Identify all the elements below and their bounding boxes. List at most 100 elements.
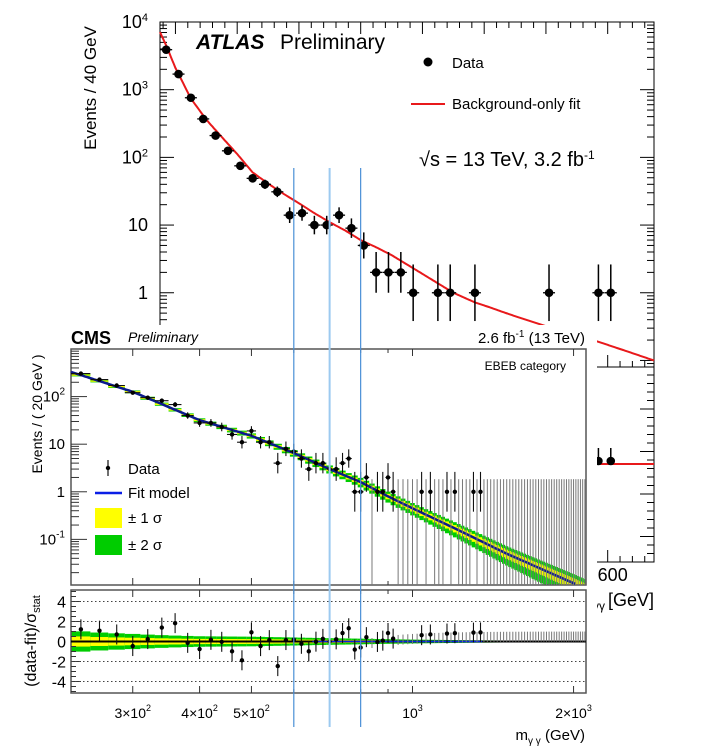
cms-data-marker [283,446,289,452]
cms-status-label: Preliminary [128,329,199,345]
cms-ratio-y-axis-title: (data-fit)/σstat [23,595,43,687]
cms-x-tick-label-sup: 3 [587,703,592,713]
cms-data-point [108,383,125,645]
atlas-data-point [209,131,222,140]
cms-data-point [205,419,217,650]
cms-ratio-marker [185,640,190,646]
cms-ratio-y-tick-label: -2 [52,655,66,672]
atlas-data-point [246,174,259,183]
cms-data-point [471,471,476,643]
cms-ratio-marker [172,620,178,626]
atlas-x-tick-label: 1600 [588,565,628,585]
atlas-y-axis-title: Events / 40 GeV [81,25,100,149]
atlas-energy-lumi-label: √s = 13 TeV, 3.2 fb-1 [419,148,595,171]
cms-y-axis-title: Events / ( 20 GeV ) [29,354,45,473]
cms-lumi-label: 2.6 fb-1 (13 TeV) [478,329,585,347]
cms-data-marker [352,489,357,494]
cms-y-tick-label: 10 [48,436,65,453]
cms-y-tick-label-base: 10 [39,531,56,548]
atlas-data-marker [408,288,418,298]
cms-ratio-marker [428,632,433,637]
cms-data-point [124,390,141,657]
cms-legend-band1-swatch [95,508,122,528]
cms-ratio-marker [114,632,119,637]
cms-x-tick-label-base: 4×10 [181,705,213,721]
cms-ratio-marker [145,636,150,642]
atlas-data-point [271,186,284,198]
atlas-y-tick-label-sup: 3 [142,80,148,92]
cms-x-tick-label-base: 2×10 [555,705,587,721]
atlas-data-point [394,252,407,293]
cms-data-marker [159,398,165,403]
atlas-data-point [592,264,605,322]
atlas-data-marker [371,268,381,277]
cms-x-tick-label-sup: 2 [213,703,218,713]
cms-legend-fit-label: Fit model [128,485,190,502]
atlas-experiment-label: ATLAS [195,31,264,54]
cms-ratio-marker [239,658,245,663]
atlas-data-point [468,264,481,322]
cms-ratio-marker [299,641,304,646]
cms-data-point [478,471,483,643]
atlas-data-marker [248,174,257,183]
atlas-y-tick-label-base: 10 [122,80,142,100]
atlas-data-marker [310,220,319,230]
atlas-status-label: Preliminary [280,31,386,54]
cms-data-marker [364,475,369,480]
cms-main-frame [70,348,587,586]
cms-data-marker [229,432,235,437]
cms-data-marker [346,456,351,461]
cms-ratio-marker [159,625,165,630]
atlas-y-tick-label: 102 [122,147,148,167]
cms-data-marker [249,428,254,434]
cms-data-marker [185,413,190,418]
atlas-data-point [221,146,234,156]
cms-lumi-value: 2.6 fb [478,330,516,347]
cms-panel-background [0,325,597,746]
cms-data-marker [419,489,424,494]
cms-legend-band2-swatch [95,535,122,555]
cms-y-tick-label-sup: -1 [56,529,65,540]
cms-data-marker [267,440,272,445]
cms-data-point [140,395,155,650]
atlas-data-point [308,215,321,235]
cms-ratio-marker [208,637,214,643]
atlas-data-marker [186,93,196,103]
cms-y-tick-label-sup: 2 [59,387,65,398]
cms-x-tick-label-sup: 2 [265,703,270,713]
cms-data-marker [145,395,150,400]
cms-data-point [345,449,352,639]
cms-data-marker [208,420,214,426]
cms-data-marker [444,489,450,494]
cms-data-point [332,457,340,650]
atlas-y-tick-label: 104 [122,12,148,32]
atlas-data-marker [235,161,245,171]
atlas-data-marker [396,268,406,277]
atlas-data-marker [384,268,393,277]
cms-ratio-marker [320,636,326,642]
cms-data-point [181,412,194,653]
cms-data-marker [306,466,311,472]
cms-x-tick-label-base: 10 [402,705,418,721]
cms-ratio-marker [471,630,476,635]
cms-data-marker [471,489,476,494]
cms-ratio-marker [333,637,339,642]
cms-data-point [374,471,381,652]
cms-data-marker [390,489,396,494]
cms-ratio-marker [364,634,369,640]
atlas-legend-data-marker [423,57,433,67]
atlas-data-marker [161,45,171,54]
cms-data-marker [197,420,202,426]
cms-legend-band2-label: ± 2 σ [128,537,163,554]
atlas-data-marker [273,187,282,197]
atlas-y-tick-label: 103 [122,80,148,100]
cms-y-tick-label: 102 [43,387,66,406]
atlas-data-point [407,264,420,322]
atlas-y-tick-label-base: 10 [122,147,142,167]
cms-x-tick-label-base: 3×10 [114,705,146,721]
cms-data-marker [428,489,433,494]
atlas-data-point [234,161,247,171]
atlas-y-tick-label-sup: 2 [142,147,148,159]
atlas-data-marker [359,241,369,250]
cms-ratio-y-tick-label: 4 [57,595,66,612]
